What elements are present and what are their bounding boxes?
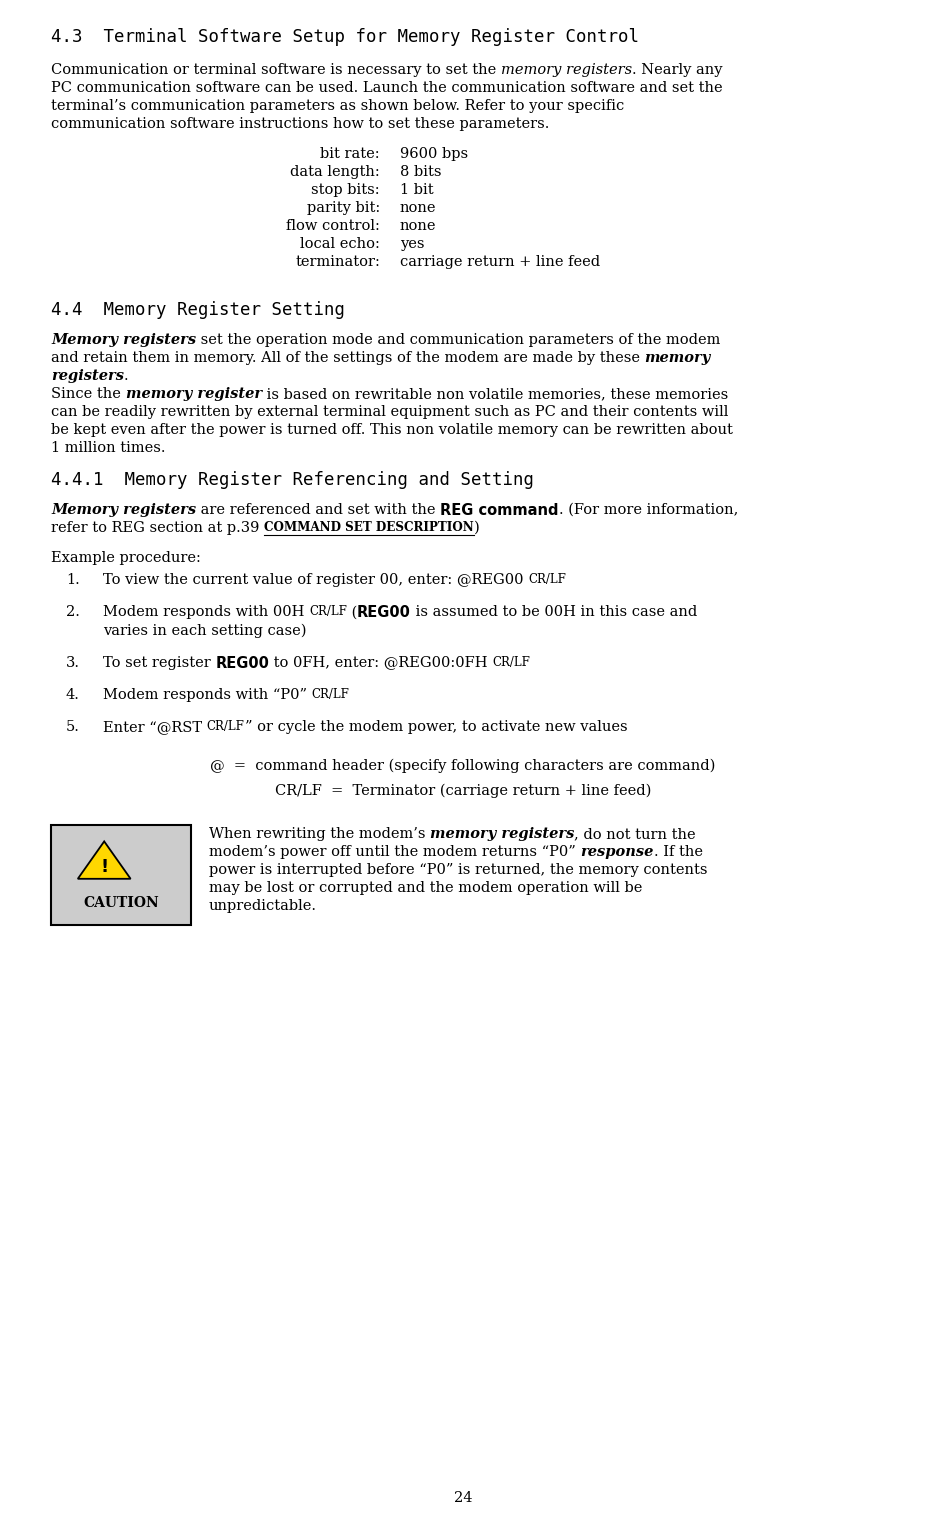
- Text: 4.4.1  Memory Register Referencing and Setting: 4.4.1 Memory Register Referencing and Se…: [51, 471, 534, 489]
- Polygon shape: [78, 842, 131, 880]
- Text: stop bits:: stop bits:: [311, 182, 380, 197]
- Text: CR/LF: CR/LF: [206, 720, 244, 734]
- Text: . (For more information,: . (For more information,: [558, 503, 738, 516]
- Text: , do not turn the: , do not turn the: [574, 828, 696, 842]
- Text: local echo:: local echo:: [300, 237, 380, 251]
- Text: COMMAND SET DESCRIPTION: COMMAND SET DESCRIPTION: [264, 521, 474, 535]
- Text: terminal’s communication parameters as shown below. Refer to your specific: terminal’s communication parameters as s…: [51, 99, 624, 112]
- Text: Communication or terminal software is necessary to set the: Communication or terminal software is ne…: [51, 62, 501, 77]
- Text: is based on rewritable non volatile memories, these memories: is based on rewritable non volatile memo…: [262, 387, 728, 401]
- Text: parity bit:: parity bit:: [307, 201, 380, 216]
- Text: 4.3  Terminal Software Setup for Memory Register Control: 4.3 Terminal Software Setup for Memory R…: [51, 27, 639, 46]
- Text: CR/LF: CR/LF: [528, 573, 566, 586]
- Text: CR/LF: CR/LF: [312, 688, 349, 700]
- Text: CR/LF: CR/LF: [493, 656, 531, 668]
- Text: Since the: Since the: [51, 387, 126, 401]
- Text: PC communication software can be used. Launch the communication software and set: PC communication software can be used. L…: [51, 81, 722, 96]
- Text: power is interrupted before “P0” is returned, the memory contents: power is interrupted before “P0” is retu…: [209, 863, 707, 878]
- Text: memory registers: memory registers: [501, 62, 632, 77]
- Text: 3.: 3.: [66, 656, 80, 670]
- Text: CAUTION: CAUTION: [83, 896, 159, 910]
- Text: 8 bits: 8 bits: [400, 166, 442, 179]
- Text: Modem responds with 00H: Modem responds with 00H: [103, 605, 309, 620]
- Text: set the operation mode and communication parameters of the modem: set the operation mode and communication…: [196, 333, 720, 346]
- Text: 1.: 1.: [66, 573, 80, 586]
- Text: ” or cycle the modem power, to activate new values: ” or cycle the modem power, to activate …: [244, 720, 627, 734]
- Text: bit rate:: bit rate:: [320, 147, 380, 161]
- Text: none: none: [400, 219, 436, 232]
- Text: CR/LF  =  Terminator (carriage return + line feed): CR/LF = Terminator (carriage return + li…: [275, 784, 651, 797]
- Text: (: (: [347, 605, 357, 620]
- Text: Memory registers: Memory registers: [51, 333, 196, 346]
- Text: . Nearly any: . Nearly any: [632, 62, 722, 77]
- Text: none: none: [400, 201, 436, 216]
- Text: Example procedure:: Example procedure:: [51, 551, 201, 565]
- Text: data length:: data length:: [290, 166, 380, 179]
- Text: @  =  command header (specify following characters are command): @ = command header (specify following ch…: [210, 758, 716, 773]
- Text: registers: registers: [51, 369, 124, 383]
- Text: varies in each setting case): varies in each setting case): [103, 623, 307, 638]
- Text: Modem responds with “P0”: Modem responds with “P0”: [103, 688, 312, 702]
- Text: 9600 bps: 9600 bps: [400, 147, 469, 161]
- Text: terminator:: terminator:: [295, 255, 380, 269]
- Text: modem’s power off until the modem returns “P0”: modem’s power off until the modem return…: [209, 846, 581, 860]
- Text: REG00: REG00: [357, 605, 411, 620]
- Text: To set register: To set register: [103, 656, 216, 670]
- Text: REG command: REG command: [440, 503, 558, 518]
- Text: 1 million times.: 1 million times.: [51, 441, 166, 456]
- Bar: [51, 825, 191, 925]
- Text: 4.: 4.: [66, 688, 80, 702]
- Text: 1 bit: 1 bit: [400, 182, 433, 197]
- Text: 24: 24: [454, 1492, 472, 1505]
- Text: Enter “@RST: Enter “@RST: [103, 720, 206, 734]
- Text: 5.: 5.: [66, 720, 80, 734]
- Text: When rewriting the modem’s: When rewriting the modem’s: [209, 828, 430, 842]
- Text: memory register: memory register: [126, 387, 262, 401]
- Text: ): ): [474, 521, 480, 535]
- Text: CR/LF: CR/LF: [309, 605, 347, 618]
- Text: response: response: [581, 846, 654, 860]
- Text: be kept even after the power is turned off. This non volatile memory can be rewr: be kept even after the power is turned o…: [51, 422, 732, 437]
- Text: 4.4  Memory Register Setting: 4.4 Memory Register Setting: [51, 301, 345, 319]
- Text: and retain them in memory. All of the settings of the modem are made by these: and retain them in memory. All of the se…: [51, 351, 644, 365]
- Text: !: !: [100, 858, 108, 876]
- Text: refer to REG section at p.39: refer to REG section at p.39: [51, 521, 264, 535]
- Text: 2.: 2.: [66, 605, 80, 620]
- Text: . If the: . If the: [654, 846, 703, 860]
- Text: are referenced and set with the: are referenced and set with the: [196, 503, 440, 516]
- Text: unpredictable.: unpredictable.: [209, 899, 317, 913]
- Text: yes: yes: [400, 237, 424, 251]
- Text: may be lost or corrupted and the modem operation will be: may be lost or corrupted and the modem o…: [209, 881, 643, 895]
- Text: memory: memory: [644, 351, 711, 365]
- Text: carriage return + line feed: carriage return + line feed: [400, 255, 600, 269]
- Text: To view the current value of register 00, enter: @REG00: To view the current value of register 00…: [103, 573, 528, 586]
- Text: flow control:: flow control:: [286, 219, 380, 232]
- Text: .: .: [124, 369, 129, 383]
- Text: to 0FH, enter: @REG00:0FH: to 0FH, enter: @REG00:0FH: [269, 656, 493, 670]
- Text: communication software instructions how to set these parameters.: communication software instructions how …: [51, 117, 549, 131]
- Text: is assumed to be 00H in this case and: is assumed to be 00H in this case and: [411, 605, 697, 620]
- Text: Memory registers: Memory registers: [51, 503, 196, 516]
- Text: can be readily rewritten by external terminal equipment such as PC and their con: can be readily rewritten by external ter…: [51, 406, 729, 419]
- Text: memory registers: memory registers: [430, 828, 574, 842]
- Text: REG00: REG00: [216, 656, 269, 670]
